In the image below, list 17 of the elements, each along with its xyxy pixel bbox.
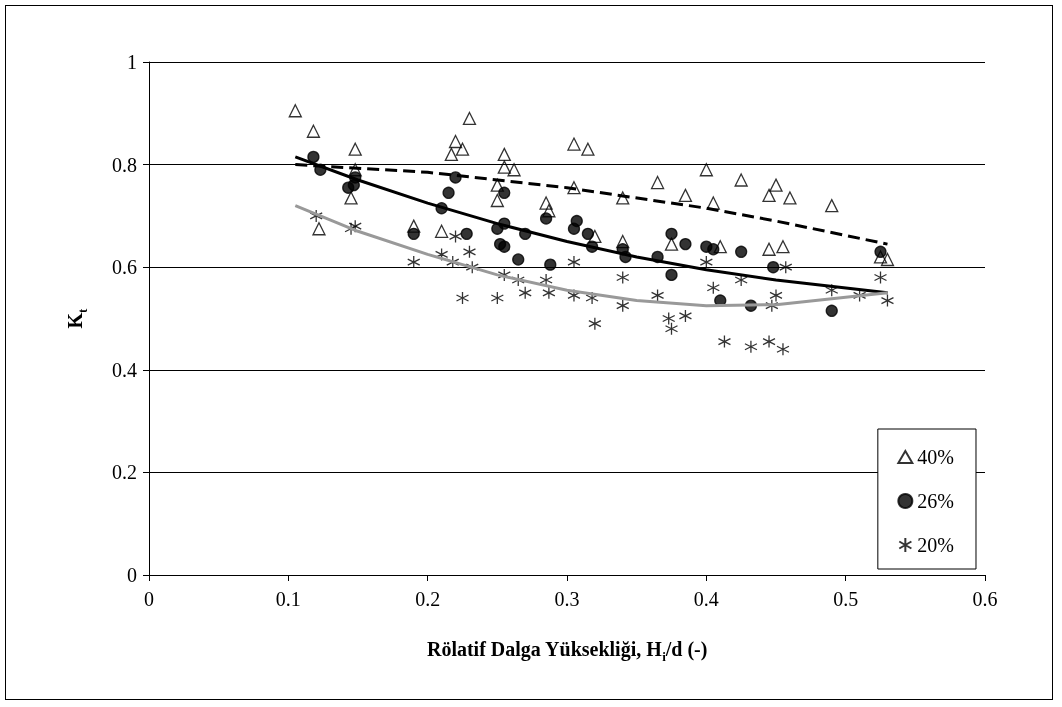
x-tick-label: 0.2: [415, 588, 441, 610]
legend-label: 20%: [917, 534, 955, 556]
x-tick-label: 0.4: [693, 588, 719, 610]
y-tick-label: 0.2: [112, 461, 137, 484]
x-tick-label: 0.3: [554, 588, 580, 610]
legend-label: 26%: [917, 490, 955, 512]
x-tick-label: 0.1: [275, 588, 301, 610]
x-tick-label: 0.6: [972, 588, 998, 610]
x-tick-label: 0: [144, 588, 154, 610]
y-tick-label: 1: [127, 51, 137, 73]
y-tick-label: 0.4: [112, 358, 137, 381]
legend-label: 40%: [917, 446, 955, 468]
y-tick-label: 0.8: [112, 153, 137, 176]
y-tick-label: 0.6: [112, 256, 137, 279]
y-tick-label: 0: [127, 564, 137, 586]
x-tick-label: 0.5: [833, 588, 859, 610]
y-axis-title: Kt: [64, 307, 90, 329]
